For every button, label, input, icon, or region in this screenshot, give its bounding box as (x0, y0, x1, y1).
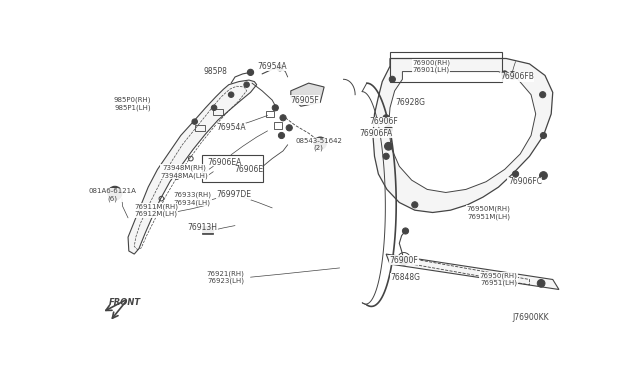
Circle shape (383, 115, 389, 121)
Text: 76950(RH)
76951(LH): 76950(RH) 76951(LH) (479, 272, 517, 286)
Circle shape (192, 119, 197, 124)
Text: 76921(RH)
76923(LH): 76921(RH) 76923(LH) (207, 270, 244, 284)
Text: 76906FB: 76906FB (500, 73, 534, 81)
Circle shape (400, 256, 408, 264)
Polygon shape (386, 254, 559, 289)
Text: 76905F: 76905F (291, 96, 319, 105)
Text: 76954A: 76954A (216, 123, 246, 132)
Text: 08543-51642
(2): 08543-51642 (2) (295, 138, 342, 151)
Polygon shape (291, 83, 324, 106)
Circle shape (389, 76, 396, 82)
Circle shape (272, 105, 278, 111)
Circle shape (403, 228, 408, 234)
Text: @: @ (111, 190, 118, 196)
Text: 76906EA: 76906EA (208, 158, 242, 167)
Circle shape (228, 92, 234, 97)
Text: 76950M(RH)
76951M(LH): 76950M(RH) 76951M(LH) (467, 205, 510, 219)
Circle shape (277, 65, 283, 71)
Text: 76906E: 76906E (234, 165, 264, 174)
Circle shape (280, 115, 286, 121)
Circle shape (383, 153, 389, 159)
Circle shape (502, 71, 508, 77)
Text: 76928G: 76928G (395, 98, 425, 107)
Polygon shape (373, 58, 553, 212)
Text: 76848G: 76848G (390, 273, 420, 282)
Circle shape (286, 125, 292, 131)
Circle shape (540, 132, 547, 139)
Text: 76906F: 76906F (369, 117, 398, 126)
Text: 76913H: 76913H (188, 224, 218, 232)
Text: S: S (318, 141, 322, 146)
Circle shape (211, 105, 217, 110)
Text: 76906FC: 76906FC (508, 177, 542, 186)
Circle shape (537, 279, 545, 287)
Circle shape (244, 82, 250, 87)
Text: 76906FA: 76906FA (360, 129, 393, 138)
Circle shape (540, 92, 546, 98)
Text: FRONT: FRONT (109, 298, 141, 307)
Text: 76900F: 76900F (390, 256, 419, 265)
Text: 76933(RH)
76934(LH): 76933(RH) 76934(LH) (173, 192, 211, 206)
Bar (390, 52, 502, 81)
Text: 76954A: 76954A (257, 62, 287, 71)
Bar (202, 155, 263, 182)
Circle shape (385, 125, 392, 133)
Bar (202, 226, 213, 234)
Circle shape (540, 172, 547, 179)
Text: 76900(RH)
76901(LH): 76900(RH) 76901(LH) (412, 59, 450, 73)
Circle shape (108, 186, 122, 200)
Circle shape (278, 132, 285, 139)
Text: 76997DE: 76997DE (216, 190, 251, 199)
Bar (213, 109, 223, 115)
Text: 081A6-6121A
(6): 081A6-6121A (6) (88, 188, 136, 202)
Text: 985P0(RH)
985P1(LH): 985P0(RH) 985P1(LH) (114, 97, 152, 111)
Polygon shape (388, 71, 536, 192)
Circle shape (509, 71, 516, 79)
Bar (266, 111, 274, 117)
Circle shape (314, 137, 326, 150)
Polygon shape (128, 80, 257, 254)
Circle shape (513, 171, 518, 177)
Bar (195, 125, 205, 131)
Text: 76911M(RH)
76912M(LH): 76911M(RH) 76912M(LH) (134, 203, 178, 217)
Text: J76900KK: J76900KK (513, 314, 549, 323)
Bar (274, 122, 282, 129)
Text: 73948M(RH)
73948MA(LH): 73948M(RH) 73948MA(LH) (161, 165, 209, 179)
Circle shape (412, 202, 418, 208)
Text: 985P8: 985P8 (204, 67, 228, 76)
Circle shape (385, 142, 392, 150)
Circle shape (248, 69, 253, 76)
